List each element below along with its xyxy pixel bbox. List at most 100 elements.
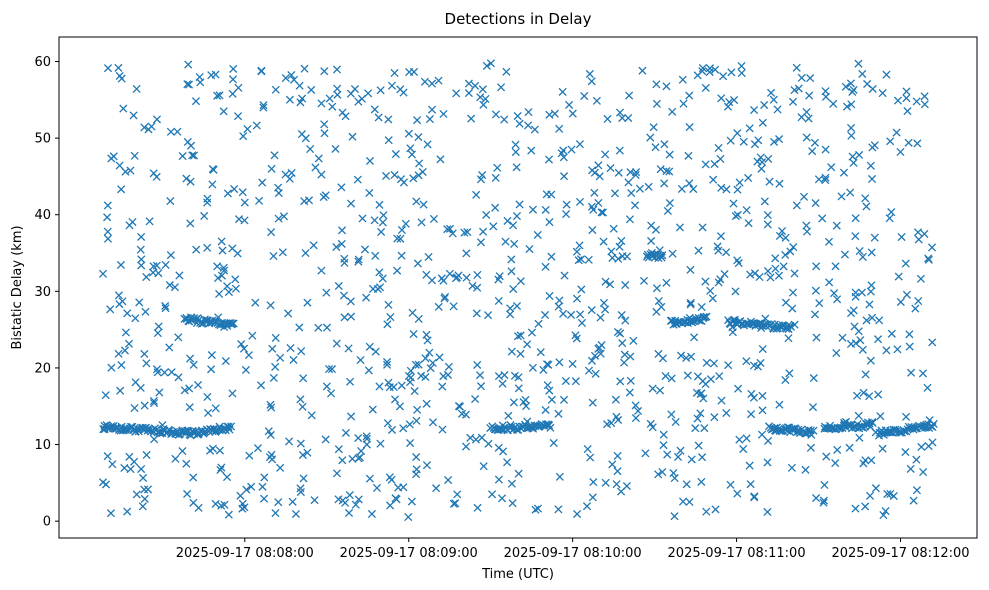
data-point [588,398,597,407]
data-point [812,494,821,503]
data-point [854,59,863,68]
data-point [274,214,283,223]
data-point [103,234,113,243]
data-point [665,150,674,159]
data-point [528,205,538,214]
data-point [624,178,633,187]
data-point [611,395,620,404]
data-point [193,380,203,390]
data-point [559,395,569,404]
data-point [268,344,277,353]
x-tick-label: 2025-09-17 08:08:00 [176,546,314,561]
data-point [356,355,365,365]
data-point [152,365,162,374]
data-point [409,329,418,339]
data-point [820,480,829,490]
data-point [370,105,379,114]
data-point [907,368,916,377]
data-point [375,200,384,209]
data-point [245,451,254,460]
data-point [340,254,349,263]
data-point [192,245,201,254]
data-point [576,310,585,319]
data-point [124,339,134,348]
data-point [809,374,818,383]
data-point [896,297,905,307]
data-point [471,435,480,444]
data-point [545,421,554,430]
data-point [541,262,550,271]
data-point [137,261,146,270]
data-point [384,378,393,387]
data-point [332,242,341,252]
data-point [129,111,138,120]
data-point [656,165,665,174]
data-point [846,123,856,132]
data-point [845,443,854,452]
data-point [121,328,130,337]
data-point [165,343,174,352]
data-point [771,254,780,263]
data-point [217,463,226,472]
data-point [804,114,813,123]
data-point [757,430,767,439]
data-point [413,405,422,414]
data-point [230,184,239,194]
data-point [297,130,306,139]
data-point [454,402,463,411]
data-point [413,116,422,125]
data-point [516,277,525,286]
data-point [220,266,229,275]
data-point [571,377,580,386]
data-point [185,384,194,393]
data-point [614,415,623,425]
data-point [583,445,592,454]
data-point [224,422,233,432]
data-point [574,256,583,265]
data-point [387,425,397,434]
data-point [698,67,707,76]
data-point [276,353,285,362]
data-point [155,388,164,397]
data-point [742,206,751,215]
y-axis-title: Bistatic Delay (km) [10,225,25,349]
data-point [462,249,471,258]
data-point [215,446,224,455]
data-point [178,447,187,456]
data-point [328,102,337,111]
data-point [819,498,828,507]
data-point [243,124,252,134]
data-point [902,290,911,299]
data-point [106,509,115,518]
data-point [533,230,542,239]
data-point [397,381,406,390]
data-point [771,264,780,273]
data-point [774,271,783,280]
data-point [303,448,312,457]
data-point [370,216,379,225]
data-point [296,487,305,497]
data-point [592,96,601,105]
data-point [779,262,788,271]
data-point [331,144,340,153]
x-axis: 2025-09-17 08:08:00 2025-09-17 08:09:00 20… [176,538,970,561]
data-point [849,306,858,315]
data-point [379,211,388,220]
data-point [445,224,455,233]
data-point [786,322,796,331]
data-point [866,356,875,365]
data-point [386,313,395,322]
data-point [271,362,280,371]
data-point [787,463,796,472]
data-point [696,409,705,418]
data-point [876,412,885,421]
data-point [613,467,622,476]
data-point [139,473,148,483]
data-point [153,328,162,338]
data-point [322,323,332,332]
data-point [240,503,249,512]
data-point [541,310,550,320]
data-point [276,463,285,472]
data-point [870,233,879,242]
